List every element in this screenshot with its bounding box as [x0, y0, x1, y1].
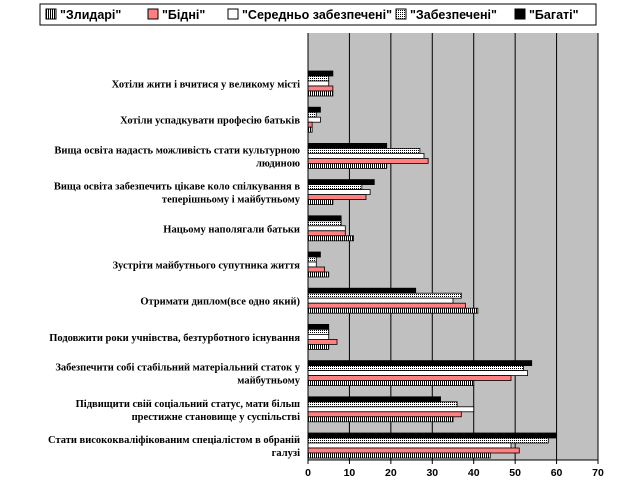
category-label: Подовжити роки учнівства, безтурботного …: [49, 333, 300, 344]
category-label: людиною: [256, 158, 300, 169]
plot-area: [308, 33, 598, 460]
gridlines: [348, 33, 599, 460]
x-tick-label: 40: [468, 467, 480, 479]
category-label: майбутньому: [237, 376, 300, 387]
legend-box: [39, 3, 597, 26]
legend-swatch: [147, 8, 159, 20]
bar: [307, 90, 334, 97]
bar: [307, 375, 512, 382]
bar: [307, 297, 454, 304]
bar: [307, 302, 466, 309]
bar: [307, 157, 429, 164]
bar: [307, 162, 388, 169]
bar: [307, 251, 321, 258]
category-label: престижне становище у суспільстві: [132, 412, 300, 423]
bar: [307, 179, 375, 186]
legend-swatch: [395, 8, 407, 20]
bar: [307, 80, 330, 87]
bar: [307, 106, 321, 113]
bar: [307, 111, 317, 118]
bar: [307, 287, 417, 294]
bar: [307, 70, 334, 77]
legend: "Злидарі" "Бідні" "Середньо забезпечені" "З…: [39, 3, 597, 26]
legend-label: "Злидарі": [60, 8, 121, 22]
bar: [307, 235, 354, 242]
category-label: Хотіли успадкувати професію батьків: [120, 116, 300, 127]
bar: [307, 437, 549, 444]
bar: [307, 189, 371, 196]
x-tick-label: 60: [551, 467, 563, 479]
legend-label: "Середньо забезпечені": [242, 8, 392, 22]
bar: [307, 194, 367, 201]
category-label: Стати висококваліфікованим спеціалістом …: [48, 435, 300, 446]
bar: [307, 220, 342, 227]
bar: [307, 396, 441, 403]
bars: [307, 70, 557, 459]
bar: [307, 230, 346, 237]
category-label: Забезпечити собі стабільний матеріальний…: [55, 363, 300, 374]
bar: [307, 184, 363, 191]
bar: [307, 215, 342, 222]
axes: [307, 33, 599, 464]
bar: [307, 432, 557, 439]
legend-label: "Бідні": [162, 8, 205, 22]
x-tick-label: 10: [344, 467, 356, 479]
bar: [307, 370, 528, 377]
bar: [307, 323, 330, 330]
bar: [307, 271, 330, 278]
bar: [307, 333, 330, 340]
category-label: теперішньому і майбутньому: [162, 195, 301, 206]
bar: [307, 411, 462, 418]
category-label: галузі: [272, 448, 300, 459]
bar: [307, 307, 479, 314]
category-label: Нацьому наполягали батьки: [163, 224, 300, 235]
x-tick-label: 50: [509, 467, 521, 479]
bar: [307, 365, 524, 372]
bar: [307, 256, 317, 263]
category-label: Підвищити свій соціальний статус, мати б…: [76, 399, 301, 410]
category-labels: Хотіли жити і вчитися у великому місті Хо…: [48, 80, 301, 460]
legend-label: "Багаті": [529, 8, 579, 22]
bar: [307, 401, 458, 408]
legend-label: "Забезпечені": [410, 8, 497, 22]
bar: [307, 85, 334, 92]
bar: [307, 75, 330, 82]
category-label: Вища освіта забезпечить цікаве коло спіл…: [54, 182, 301, 193]
bar: [307, 442, 512, 449]
x-tick-label: 0: [305, 467, 311, 479]
x-tick-labels: 0 10 20 30 40 50 60 70: [305, 467, 604, 479]
category-label: Вища освіта надасть можливість стати кул…: [54, 145, 300, 156]
bar: [307, 292, 462, 299]
legend-swatch: [514, 8, 526, 20]
category-label: Зустріти майбутнього супутника життя: [113, 261, 301, 272]
bar: [307, 147, 421, 154]
bar: [307, 360, 533, 367]
x-tick-label: 20: [385, 467, 397, 479]
bar: [307, 447, 520, 454]
bar: [307, 152, 425, 159]
bar: [307, 416, 454, 423]
bar: [307, 121, 313, 128]
bar: [307, 266, 325, 273]
legend-swatch: [45, 8, 57, 20]
bar: [307, 343, 330, 350]
bar: [307, 199, 334, 206]
x-tick-label: 30: [426, 467, 438, 479]
bar: [307, 126, 313, 133]
category-label: Отримати диплом(все одно який): [140, 297, 300, 308]
legend-swatch: [227, 8, 239, 20]
bar: [307, 142, 388, 149]
bar: [307, 328, 330, 335]
bar: [307, 380, 475, 387]
bar: [307, 225, 346, 232]
bar: [307, 406, 475, 413]
bar: [307, 116, 321, 123]
x-tick-label: 70: [592, 467, 604, 479]
bar: [307, 452, 491, 459]
bar: [307, 261, 317, 268]
category-label: Хотіли жити і вчитися у великому місті: [112, 80, 300, 91]
bar: [307, 338, 338, 345]
